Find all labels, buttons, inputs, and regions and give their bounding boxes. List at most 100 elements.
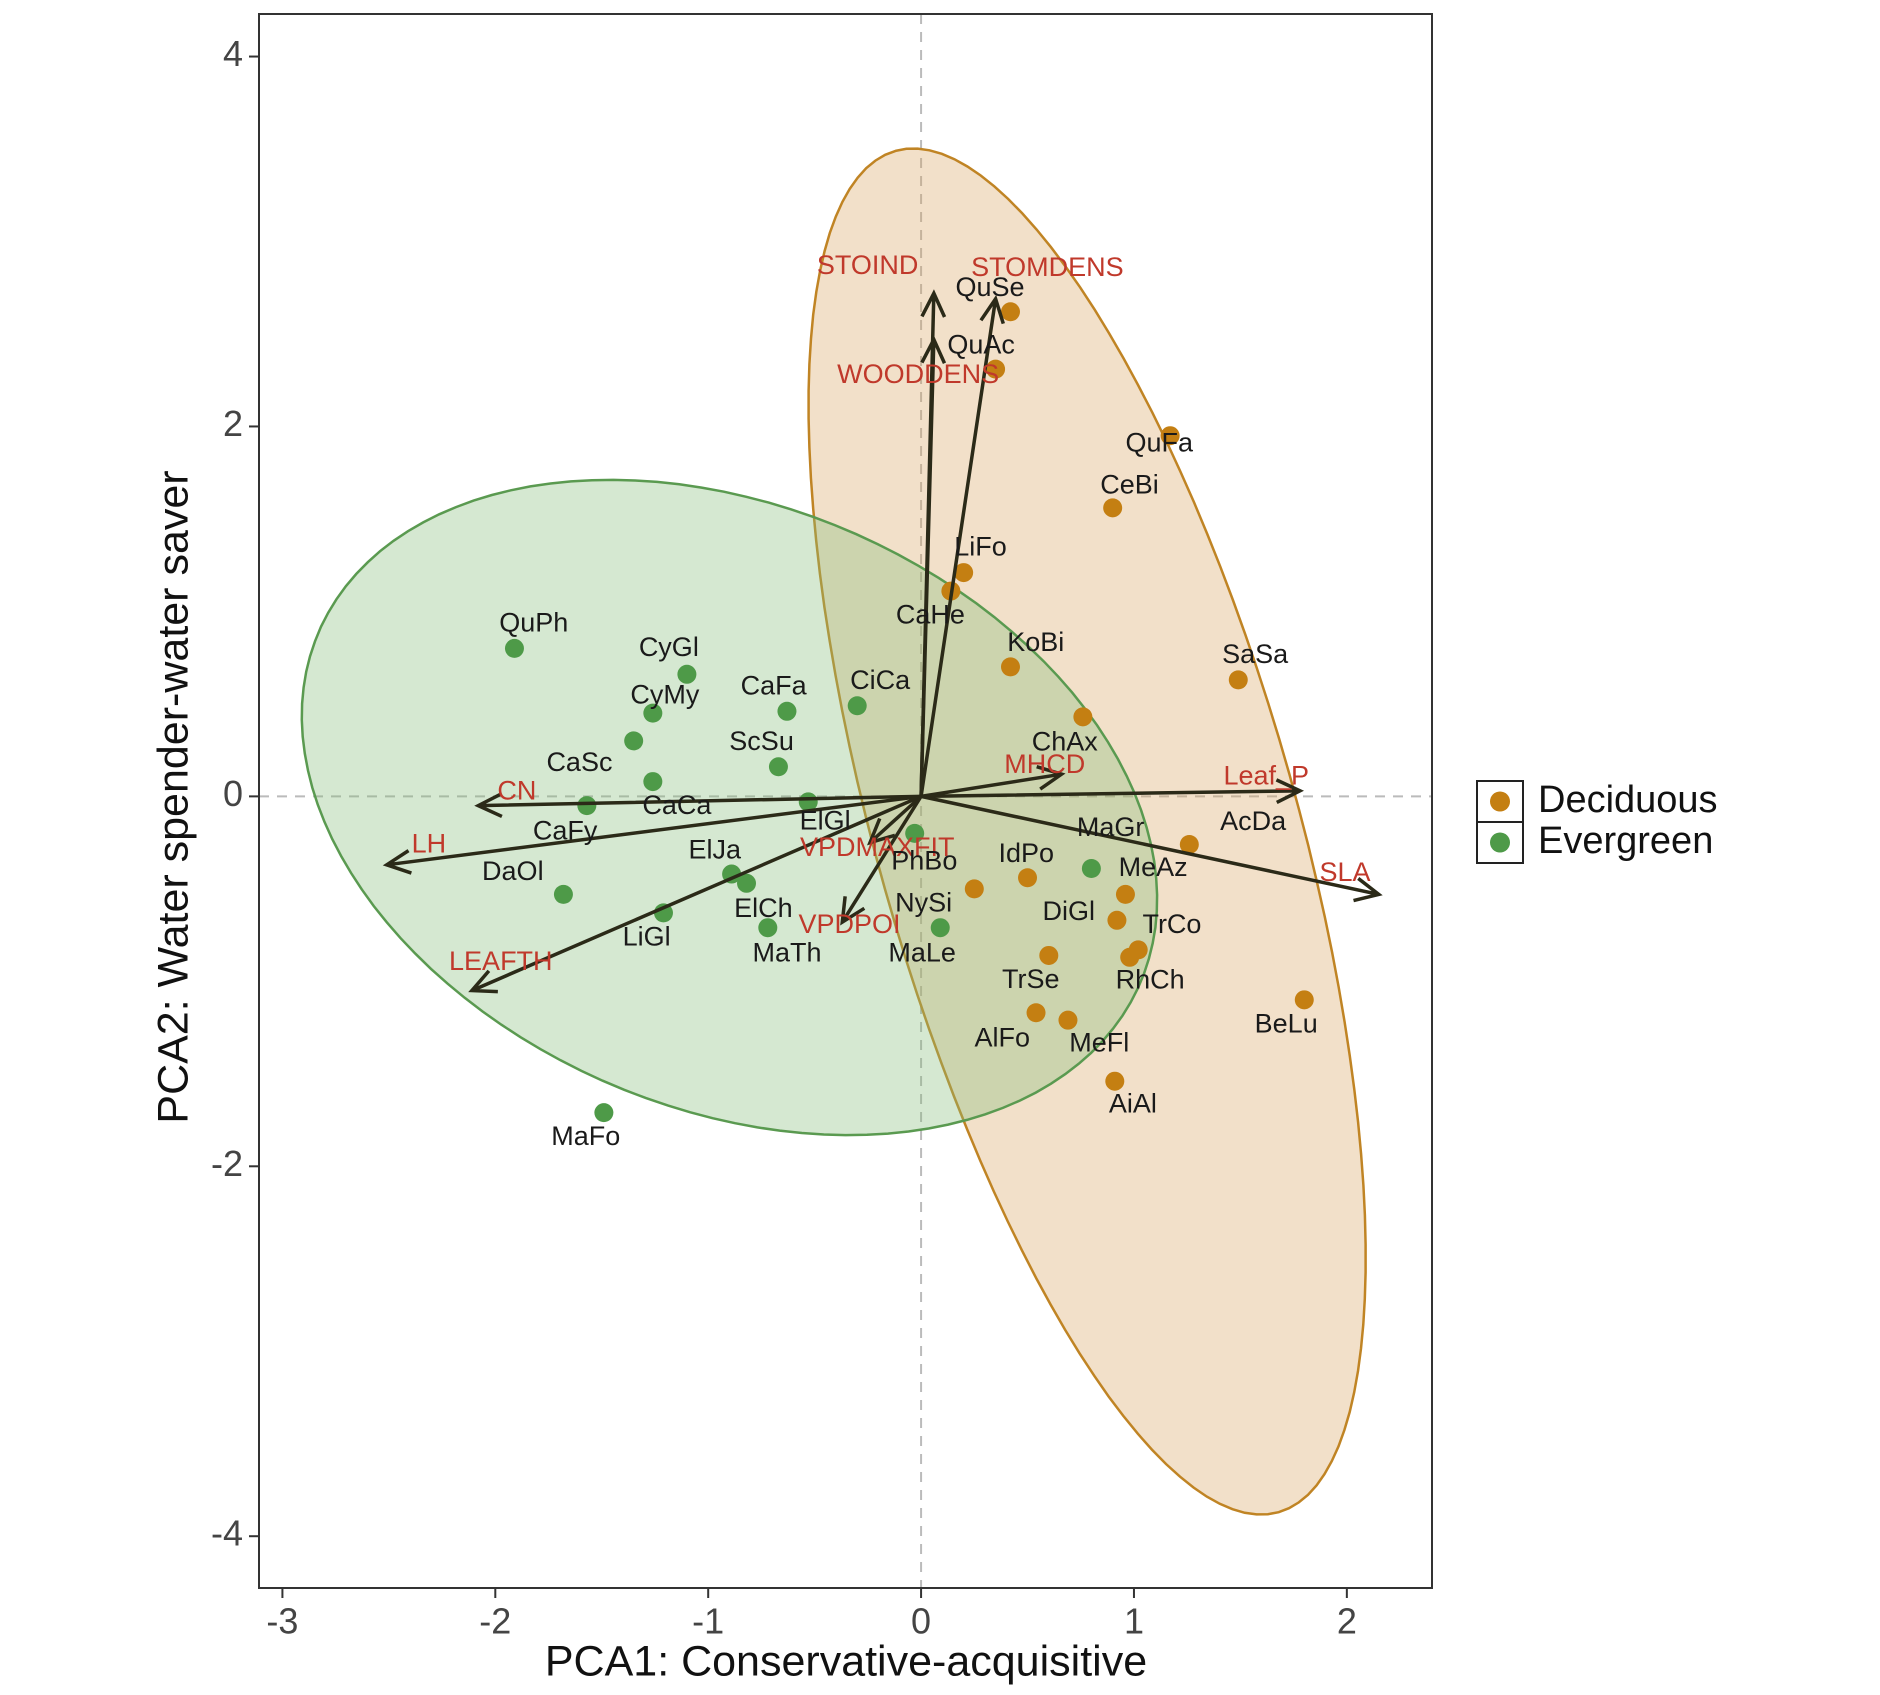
y-tick-label: -2 (211, 1143, 243, 1184)
point-label: QuFa (1126, 427, 1195, 457)
point-label: LiGl (623, 921, 671, 951)
point-label: MeAz (1119, 852, 1188, 882)
data-point (1026, 1003, 1046, 1023)
data-point (1115, 884, 1135, 904)
point-label: DiGl (1042, 896, 1095, 926)
point-label: RhCh (1116, 965, 1185, 995)
loading-arrow (919, 294, 1005, 797)
x-axis-title: PCA1: Conservative-acquisitive (545, 1637, 1147, 1685)
data-point (777, 701, 797, 721)
point-label: MaLe (888, 937, 956, 967)
y-tick-label: -4 (211, 1513, 243, 1554)
loading-label: Leaf_P (1223, 761, 1309, 791)
loading-label: LEAFTH (449, 946, 553, 976)
data-point (758, 918, 778, 938)
plot-frame (258, 13, 1433, 1589)
legend-marker (1490, 832, 1510, 853)
data-point (768, 757, 788, 777)
data-point (553, 884, 573, 904)
y-tick-label: 0 (223, 773, 243, 814)
data-point (577, 796, 597, 816)
point-label: PhBo (891, 845, 957, 875)
loading-label: WOODDENS (837, 359, 999, 389)
data-point (1000, 302, 1020, 322)
data-point (1228, 670, 1248, 690)
point-label: CaSc (546, 747, 612, 777)
data-point (1179, 834, 1199, 854)
loading-label: VPDPOI (799, 909, 901, 939)
point-label: BeLu (1255, 1008, 1318, 1038)
point-label: SaSa (1222, 639, 1289, 669)
point-label: QuAc (947, 329, 1015, 359)
x-tick-label: -2 (479, 1601, 511, 1642)
point-label: KoBi (1007, 627, 1064, 657)
data-point (1160, 426, 1180, 446)
data-point (1073, 707, 1093, 727)
loading-arrow (920, 794, 1383, 903)
loading-arrow (921, 778, 1305, 805)
loading-arrow (474, 792, 922, 819)
data-point (643, 772, 663, 792)
x-tick-label: 1 (1124, 1601, 1144, 1642)
y-axis-title: PCA2: Water spender-water saver (149, 470, 197, 1123)
x-tick-label: 0 (911, 1601, 931, 1642)
x-tick-label: -3 (266, 1601, 298, 1642)
loading-arrow (919, 335, 947, 797)
point-label: MaFo (551, 1121, 620, 1151)
point-label: CaHe (896, 600, 965, 630)
data-point (624, 731, 644, 751)
loading-arrow (840, 795, 923, 926)
point-label: ElCh (734, 893, 793, 923)
point-label: CeBi (1100, 469, 1159, 499)
point-label: ElGl (800, 806, 851, 836)
point-label: LiFo (954, 532, 1007, 562)
data-point (930, 918, 950, 938)
point-label: AiAl (1109, 1088, 1157, 1118)
data-point (1039, 945, 1059, 965)
data-point (1058, 1010, 1078, 1030)
data-point (1105, 1071, 1125, 1091)
point-label: CyMy (630, 679, 699, 709)
data-point (1081, 859, 1101, 879)
point-label: QuSe (955, 272, 1024, 302)
data-point (1120, 947, 1140, 967)
point-label: AcDa (1220, 806, 1287, 836)
legend-label: Deciduous (1538, 779, 1718, 821)
loading-label: CN (497, 775, 536, 805)
point-label: MeFl (1069, 1027, 1129, 1057)
point-label: CiCa (850, 665, 911, 695)
legend-label: Evergreen (1538, 820, 1713, 862)
data-point (1107, 910, 1127, 930)
data-point (594, 1103, 614, 1123)
point-label: IdPo (999, 838, 1055, 868)
data-point (847, 696, 867, 716)
loading-arrow (382, 794, 922, 875)
point-label: AlFo (975, 1022, 1031, 1052)
x-tick-label: -1 (692, 1601, 724, 1642)
point-label: TrCo (1142, 909, 1201, 939)
point-label: ElJa (688, 834, 742, 864)
data-point (954, 563, 974, 583)
loading-arrow (866, 795, 923, 846)
point-label: TrSe (1002, 964, 1060, 994)
point-label: CaFa (741, 670, 808, 700)
data-point (1018, 868, 1038, 888)
point-label: MaGr (1077, 812, 1145, 842)
point-label: CaFy (533, 815, 598, 845)
loading-label: SLA (1320, 857, 1371, 887)
point-label: DaOl (482, 856, 544, 886)
loading-label: STOMDENS (971, 252, 1124, 282)
point-label: MaTh (753, 937, 822, 967)
point-label: ChAx (1032, 726, 1099, 756)
point-label: NySi (895, 888, 952, 918)
data-point (964, 879, 984, 899)
data-point (1000, 657, 1020, 677)
data-point (737, 873, 757, 893)
y-tick-label: 4 (223, 33, 243, 74)
data-point (905, 823, 925, 843)
point-label: CaCa (642, 790, 712, 820)
loading-label: STOIND (817, 250, 919, 280)
data-point (986, 359, 1006, 379)
legend-marker (1490, 791, 1510, 812)
